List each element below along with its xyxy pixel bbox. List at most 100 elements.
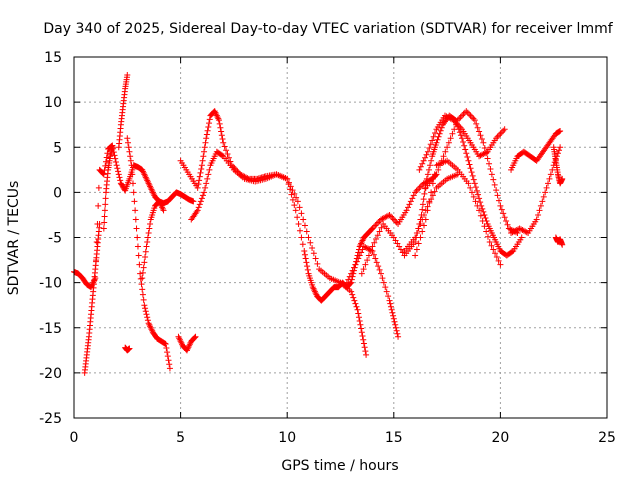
data-point [93, 239, 100, 246]
data-point [415, 240, 422, 247]
data-point [305, 234, 312, 241]
y-tick-label: -25 [39, 411, 62, 427]
data-point [452, 121, 459, 128]
series-track-4 [124, 135, 173, 372]
data-point [288, 191, 295, 198]
data-point [390, 312, 397, 319]
data-point [546, 175, 553, 182]
data-point [201, 148, 208, 155]
data-point [477, 132, 484, 139]
data-point [300, 216, 307, 223]
data-point [481, 211, 488, 218]
data-point [146, 225, 153, 232]
data-point [429, 137, 436, 144]
data-point [363, 351, 370, 358]
data-point [199, 157, 206, 164]
data-point [533, 216, 540, 223]
data-point [427, 162, 434, 169]
data-point [347, 280, 354, 287]
data-point [160, 207, 167, 214]
data-point [298, 210, 305, 217]
data-point [109, 144, 116, 151]
y-tick-label: -20 [39, 366, 62, 382]
data-point [386, 297, 393, 304]
data-point [206, 116, 213, 123]
data-point [438, 124, 445, 131]
data-point [497, 261, 504, 268]
data-point [501, 214, 508, 221]
data-point [201, 189, 208, 196]
data-point [191, 334, 198, 341]
data-point [362, 261, 369, 268]
data-point [217, 124, 224, 131]
data-point [435, 166, 442, 173]
data-point [190, 198, 197, 205]
data-point [494, 192, 501, 199]
data-point [376, 228, 383, 235]
data-point [559, 175, 566, 182]
data-point [164, 353, 171, 360]
data-point [218, 132, 225, 139]
data-point [419, 201, 426, 208]
data-point [475, 191, 482, 198]
data-point [429, 180, 436, 187]
data-point [479, 217, 486, 224]
y-tick-label: 0 [53, 185, 62, 201]
data-point [96, 220, 103, 227]
data-point [112, 155, 119, 162]
data-point [126, 345, 133, 352]
data-point [221, 143, 228, 150]
data-point [465, 180, 472, 187]
data-point [95, 202, 102, 209]
data-point [483, 150, 490, 157]
data-point [142, 254, 149, 261]
data-point [421, 190, 428, 197]
data-point [480, 208, 487, 215]
data-point [141, 259, 148, 266]
data-point [470, 176, 477, 183]
data-point [200, 153, 207, 160]
data-point [292, 207, 299, 214]
data-point [518, 234, 525, 241]
data-point [141, 302, 148, 309]
data-point [484, 233, 491, 240]
data-point [392, 237, 399, 244]
series-track-19 [100, 144, 116, 232]
data-point [196, 173, 203, 180]
data-point [504, 221, 511, 228]
data-point [434, 136, 441, 143]
data-point [133, 225, 140, 232]
data-point [420, 196, 427, 203]
data-point [219, 152, 226, 159]
data-point [370, 251, 377, 258]
data-point [196, 177, 203, 184]
series-track-13 [412, 157, 504, 268]
data-point [202, 139, 209, 146]
data-point [379, 275, 386, 282]
data-point [479, 205, 486, 212]
data-point [142, 308, 149, 315]
data-point [166, 365, 173, 372]
data-point [387, 303, 394, 310]
series-track-20 [122, 344, 133, 354]
data-point [194, 207, 201, 214]
data-point [421, 222, 428, 229]
data-point [431, 188, 438, 195]
data-point [358, 329, 365, 336]
data-point [304, 266, 311, 273]
data-point [102, 162, 109, 169]
data-point [488, 171, 495, 178]
data-point [373, 236, 380, 243]
data-point [426, 199, 433, 206]
data-point [412, 234, 419, 241]
data-point [137, 270, 144, 277]
data-point [415, 225, 422, 232]
data-point [358, 249, 365, 256]
data-point [219, 135, 226, 142]
data-point [132, 216, 139, 223]
data-point [481, 145, 488, 152]
data-point [284, 175, 291, 182]
data-point [543, 184, 550, 191]
data-point [102, 158, 109, 165]
data-point [360, 336, 367, 343]
